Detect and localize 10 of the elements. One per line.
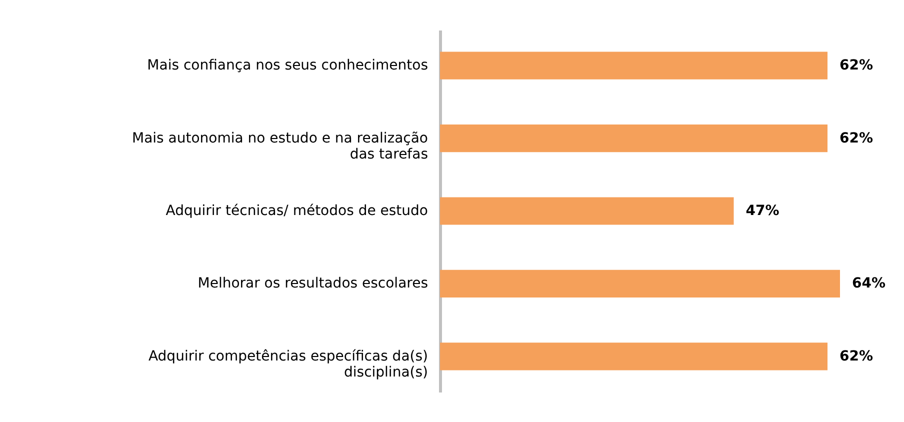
data-label: 62% <box>840 130 874 146</box>
data-label: 47% <box>746 203 780 219</box>
data-label: 62% <box>840 348 874 364</box>
y-tick-label: Mais autonomia no estudo e na realização das tarefas <box>132 130 428 162</box>
y-tick-label: Mais confiança nos seus conhecimentos <box>147 58 428 74</box>
data-label: 62% <box>840 58 874 74</box>
data-label: 64% <box>852 276 886 292</box>
y-tick-label: Adquirir técnicas/ métodos de estudo <box>166 203 428 219</box>
y-tick-label: Melhorar os resultados escolares <box>198 276 428 292</box>
y-tick-label: Adquirir competências específicas da(s) disciplina(s) <box>148 348 428 380</box>
